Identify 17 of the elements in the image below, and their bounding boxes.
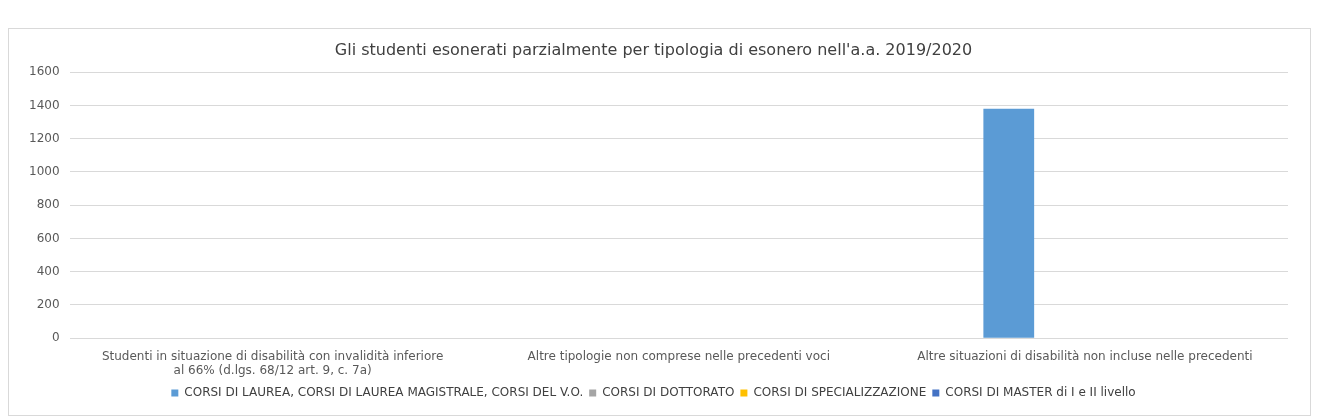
y-tick-label: 400 [36,263,60,278]
y-tick-label: 600 [36,230,60,245]
y-tick-label: 1400 [28,97,60,112]
x-tick-label: Studenti in situazione di disabilità con invalidità inferiore al 66% (d.lgs. 68/12 art. 9, c. 7a) [101,348,444,377]
x-tick-label: Altre situazioni di disabilità non incluse nelle precedenti [917,348,1253,363]
chart-title: Gli studenti esonerati parzialmente per tipologia di esonero nell'a.a. 2019/2020 [334,39,973,59]
y-tick-label: 1600 [28,64,60,79]
y-tick-label: 0 [51,330,60,345]
x-tick-label: Altre tipologie non comprese nelle precedenti voci [527,348,830,363]
y-tick-label: 200 [36,297,60,312]
y-tick-label: 1200 [28,130,60,145]
y-tick-label: 800 [36,197,60,212]
y-tick-label: 1000 [28,164,60,179]
legend-label: CORSI DI LAUREA, CORSI DI LAUREA MAGISTRALE, CORSI DEL V.O. [184,385,584,400]
legend-label: CORSI DI MASTER di I e II livello [945,385,1136,400]
legend-label: CORSI DI DOTTORATO [602,385,735,400]
legend-label: CORSI DI SPECIALIZZAZIONE [753,385,927,400]
